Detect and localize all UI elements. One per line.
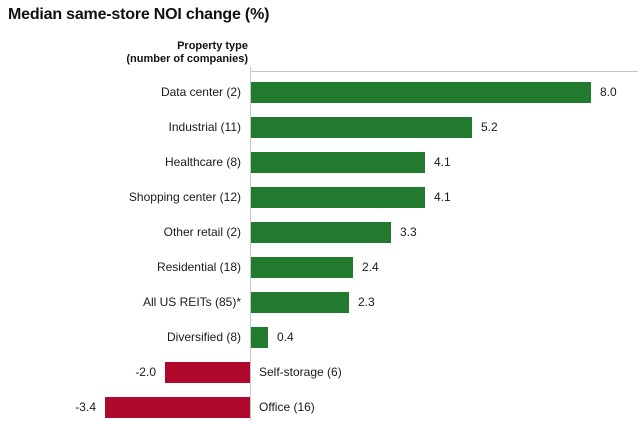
bar xyxy=(251,222,391,243)
value-label: 4.1 xyxy=(434,155,451,169)
category-label: All US REITs (85)* xyxy=(142,295,241,309)
category-axis-header: Property type (number of companies) xyxy=(0,40,248,66)
value-label: 2.3 xyxy=(358,295,375,309)
bar xyxy=(251,152,425,173)
value-label: -2.0 xyxy=(135,365,156,379)
value-label: 8.0 xyxy=(600,85,617,99)
category-axis-header-line1: Property type xyxy=(177,40,248,52)
chart-title: Median same-store NOI change (%) xyxy=(8,6,270,23)
category-label: Other retail (2) xyxy=(163,225,241,239)
category-label: Office (16) xyxy=(259,400,315,414)
category-label: Industrial (11) xyxy=(168,120,241,134)
category-label: Residential (18) xyxy=(156,260,241,274)
category-label: Healthcare (8) xyxy=(164,155,241,169)
bar xyxy=(251,327,268,348)
value-label: -3.4 xyxy=(75,400,96,414)
bar xyxy=(251,82,591,103)
bar xyxy=(251,292,349,313)
bar xyxy=(165,362,250,383)
bar xyxy=(251,117,472,138)
category-label: Data center (2) xyxy=(160,85,241,99)
bar xyxy=(105,397,250,418)
value-label: 0.4 xyxy=(277,330,294,344)
category-axis-header-line2: (number of companies) xyxy=(126,53,248,65)
category-label: Diversified (8) xyxy=(166,330,241,344)
value-label: 4.1 xyxy=(434,190,451,204)
category-label: Shopping center (12) xyxy=(128,190,241,204)
value-label: 3.3 xyxy=(400,225,417,239)
axis-zero-line xyxy=(250,67,251,420)
value-label: 2.4 xyxy=(362,260,379,274)
bar xyxy=(251,187,425,208)
bar xyxy=(251,257,353,278)
axis-top-line xyxy=(250,71,638,72)
category-label: Self-storage (6) xyxy=(259,365,342,379)
value-label: 5.2 xyxy=(481,120,498,134)
